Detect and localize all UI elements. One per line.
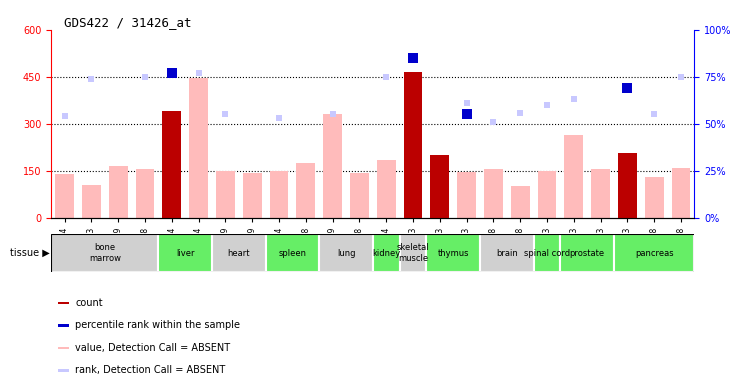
Text: brain: brain — [496, 249, 518, 258]
Bar — [58, 324, 69, 327]
Bar — [216, 171, 235, 217]
Bar — [561, 234, 614, 272]
Bar — [162, 111, 181, 218]
Bar — [564, 135, 583, 218]
Bar — [426, 234, 480, 272]
Bar — [109, 166, 128, 218]
Text: pancreas: pancreas — [635, 249, 673, 258]
Bar — [511, 186, 529, 218]
Bar — [614, 234, 694, 272]
Bar — [350, 173, 368, 217]
Text: tissue ▶: tissue ▶ — [10, 248, 50, 258]
Bar — [534, 234, 561, 272]
Bar — [51, 234, 159, 272]
Bar — [373, 234, 400, 272]
Text: GDS422 / 31426_at: GDS422 / 31426_at — [64, 16, 192, 29]
Bar — [618, 163, 637, 218]
Bar — [431, 155, 449, 218]
Bar — [537, 171, 556, 217]
Bar — [270, 171, 288, 217]
Bar — [82, 185, 101, 218]
Text: rank, Detection Call = ABSENT: rank, Detection Call = ABSENT — [75, 366, 226, 375]
Bar — [58, 347, 69, 349]
Bar — [404, 72, 423, 217]
Bar — [323, 114, 342, 218]
Bar — [484, 169, 503, 217]
Text: spinal cord: spinal cord — [524, 249, 570, 258]
Bar — [265, 234, 319, 272]
Bar — [618, 153, 637, 218]
Bar — [297, 163, 315, 218]
Bar — [591, 169, 610, 217]
Text: value, Detection Call = ABSENT: value, Detection Call = ABSENT — [75, 343, 230, 353]
Bar — [480, 234, 534, 272]
Bar — [243, 173, 262, 217]
Bar — [645, 177, 664, 218]
Bar — [319, 234, 373, 272]
Bar — [56, 174, 74, 217]
Bar — [377, 160, 395, 218]
Text: count: count — [75, 298, 103, 308]
Text: thymus: thymus — [437, 249, 469, 258]
Text: bone
marrow: bone marrow — [88, 243, 121, 263]
Bar — [189, 78, 208, 218]
Bar — [400, 234, 426, 272]
Text: heart: heart — [227, 249, 250, 258]
Bar — [212, 234, 265, 272]
Bar — [672, 168, 690, 217]
Bar — [58, 369, 69, 372]
Bar — [458, 172, 476, 217]
Text: liver: liver — [176, 249, 194, 258]
Bar — [431, 157, 449, 218]
Text: skeletal
muscle: skeletal muscle — [397, 243, 429, 263]
Text: prostate: prostate — [569, 249, 605, 258]
Bar — [58, 302, 69, 304]
Text: spleen: spleen — [279, 249, 306, 258]
Text: kidney: kidney — [372, 249, 401, 258]
Bar — [136, 169, 154, 217]
Text: lung: lung — [337, 249, 355, 258]
Text: percentile rank within the sample: percentile rank within the sample — [75, 321, 240, 330]
Bar — [159, 234, 212, 272]
